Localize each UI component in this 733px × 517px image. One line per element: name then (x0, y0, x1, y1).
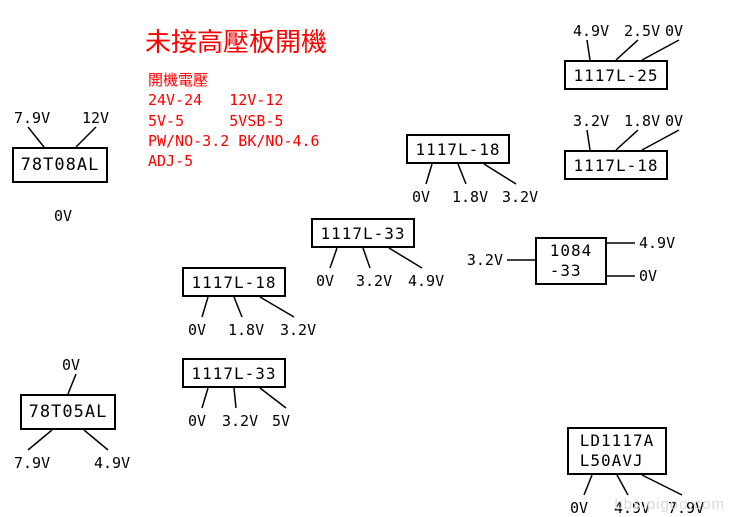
chip-c1117l18_low: 1117L-18 (182, 267, 286, 297)
subtitle-line: PW/NO-3.2 BK/NO-4.6 (148, 131, 320, 151)
chip-cld1117a: LD1117A L50AVJ (567, 427, 667, 475)
chip-c78t05al: 78T05AL (20, 394, 116, 430)
pin-label: 0V (665, 22, 683, 40)
pin-label: 4.9V (573, 22, 609, 40)
pin-label: 4.9V (639, 234, 675, 252)
pin-label: 3.2V (222, 412, 258, 430)
pin-label: 0V (665, 112, 683, 130)
chip-label: 78T08AL (21, 155, 100, 175)
chip-label: 1117L-18 (415, 140, 500, 159)
pin-label: 3.2V (280, 321, 316, 339)
title-text: 未接高壓板開機 (145, 22, 327, 59)
pin-label: 4.9V (408, 272, 444, 290)
chip-c1117l33_mid: 1117L-33 (311, 218, 415, 248)
pin-label: 0V (54, 207, 72, 225)
chip-c1117l18_tr: 1117L-18 (564, 150, 668, 180)
pin-label: 1.8V (452, 188, 488, 206)
pin-label: 0V (188, 412, 206, 430)
pin-label: 0V (62, 356, 80, 374)
pin-label: 12V (82, 109, 109, 127)
chip-label: LD1117A L50AVJ (580, 431, 654, 471)
pin-label: 0V (188, 321, 206, 339)
watermark: bbs.pigoo.com (614, 496, 725, 513)
subtitle-line: 24V-24 12V-12 (148, 90, 320, 110)
subtitle-line: 5V-5 5VSB-5 (148, 111, 320, 131)
chip-label: 1117L-18 (191, 273, 276, 292)
pin-label: 0V (639, 267, 657, 285)
pin-label: 0V (316, 272, 334, 290)
pin-label: 1.8V (624, 112, 660, 130)
chip-c1117l25_tr: 1117L-25 (564, 60, 668, 90)
subtitle-header: 開機電壓 (148, 70, 320, 90)
chip-label: 78T05AL (29, 402, 108, 422)
subtitle-block: 開機電壓24V-24 12V-125V-5 5VSB-5PW/NO-3.2 BK… (148, 70, 320, 171)
pin-label: 5V (272, 412, 290, 430)
chip-label: 1084 -33 (550, 241, 593, 281)
pin-label: 1.8V (228, 321, 264, 339)
chip-label: 1117L-25 (573, 66, 658, 85)
pin-label: 3.2V (356, 272, 392, 290)
pin-label: 3.2V (467, 251, 503, 269)
chip-c1117l18_mid: 1117L-18 (406, 134, 510, 164)
pin-label: 0V (412, 188, 430, 206)
pin-label: 4.9V (94, 454, 130, 472)
pin-label: 3.2V (573, 112, 609, 130)
pin-label: 0V (570, 499, 588, 517)
pin-label: 3.2V (502, 188, 538, 206)
subtitle-line: ADJ-5 (148, 151, 320, 171)
chip-c1117l33_low: 1117L-33 (182, 358, 286, 388)
chip-label: 1117L-33 (320, 224, 405, 243)
pin-label: 2.5V (624, 22, 660, 40)
chip-label: 1117L-18 (573, 156, 658, 175)
pin-label: 7.9V (14, 454, 50, 472)
chip-c1084_33: 1084 -33 (535, 237, 607, 285)
chip-label: 1117L-33 (191, 364, 276, 383)
chip-c78t08al: 78T08AL (12, 147, 108, 183)
pin-label: 7.9V (14, 109, 50, 127)
